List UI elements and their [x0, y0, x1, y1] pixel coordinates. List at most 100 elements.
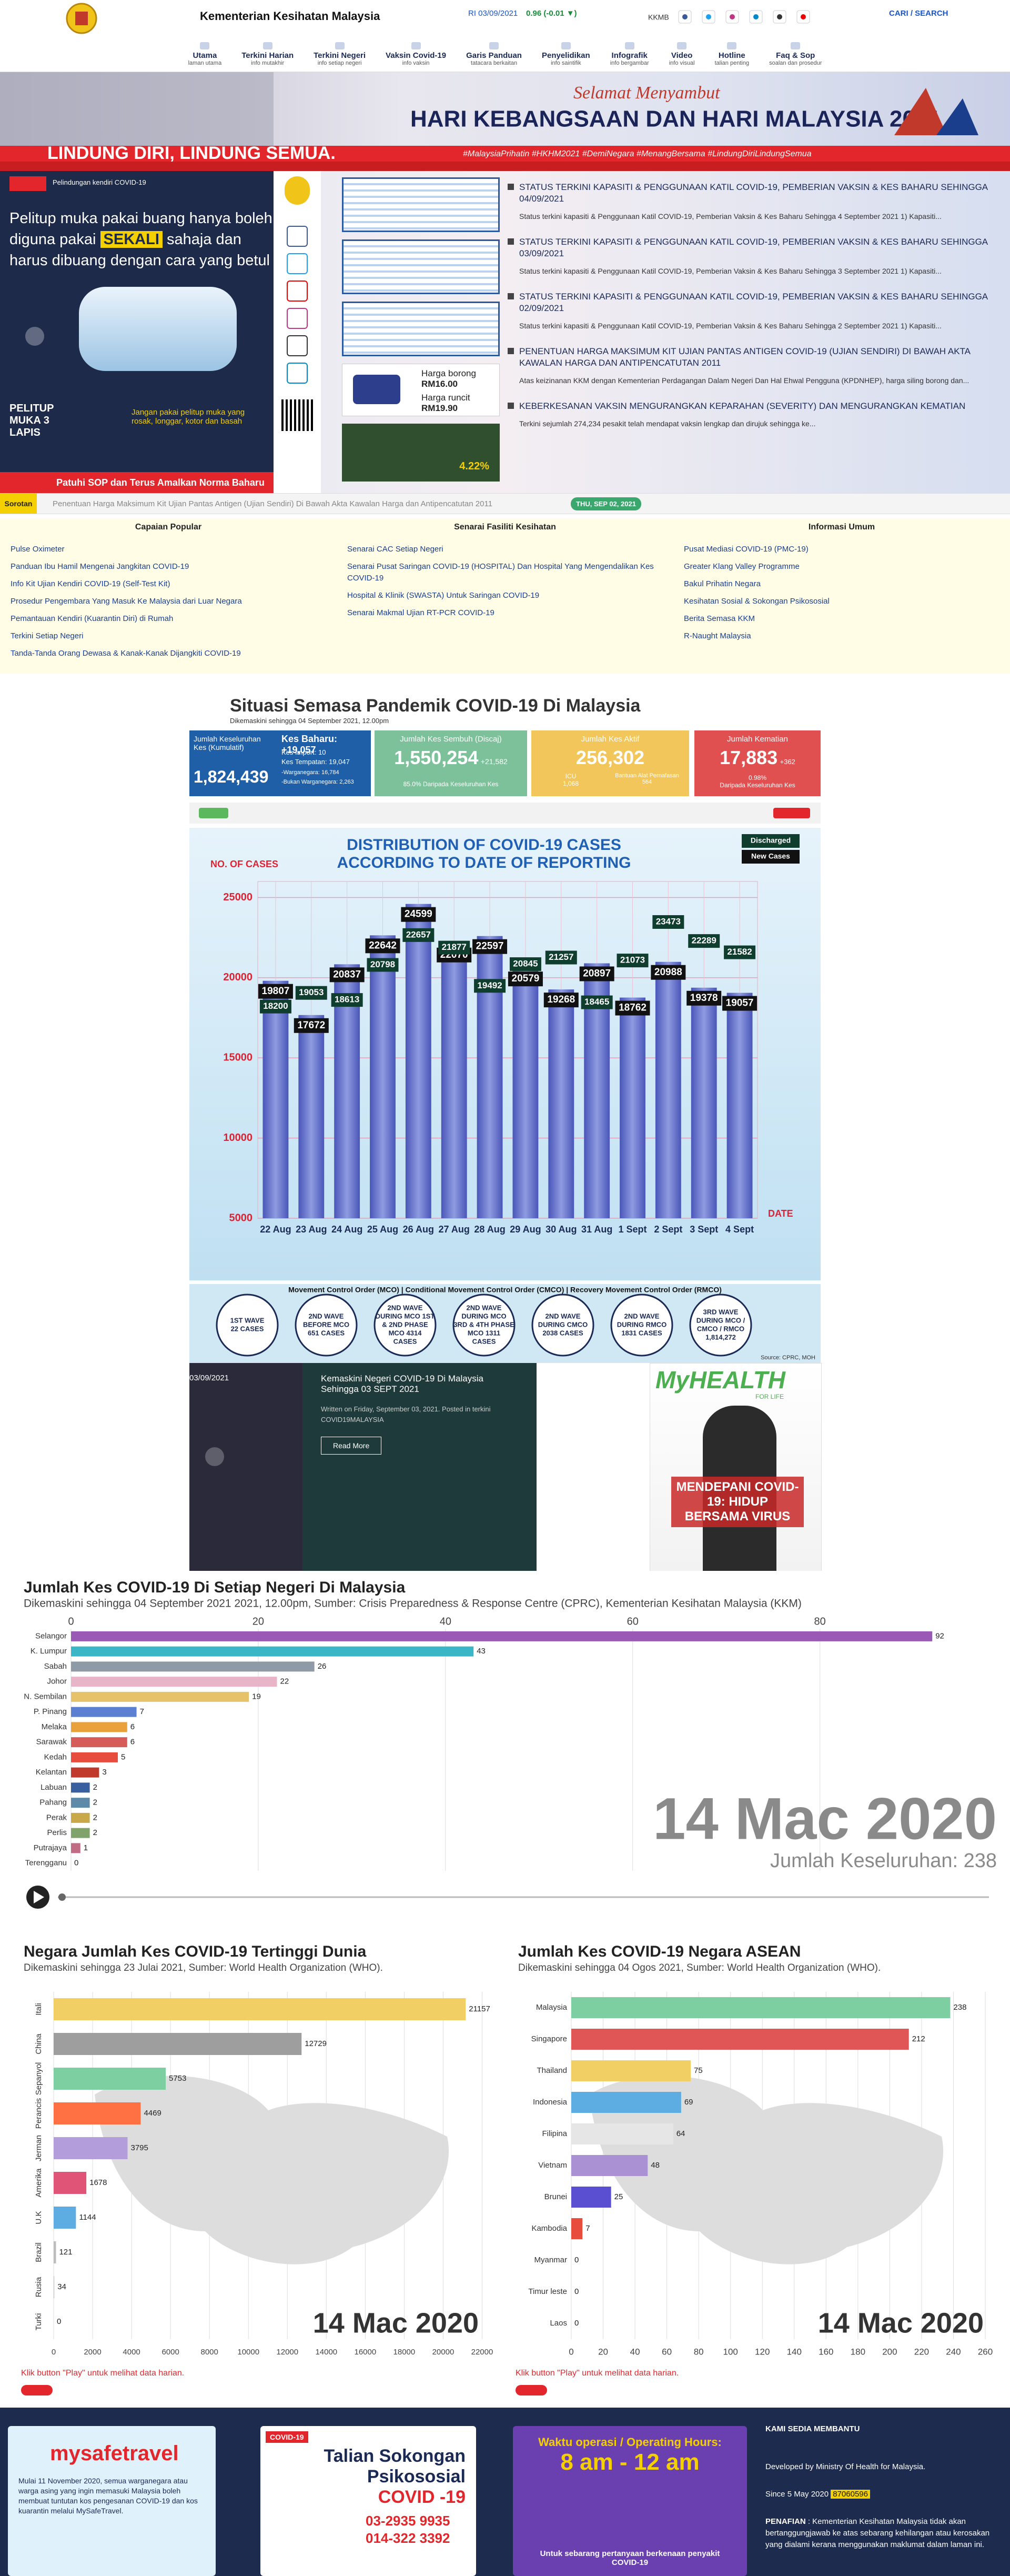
search-link[interactable]: CARI / SEARCH: [889, 9, 948, 18]
link-item[interactable]: Berita Semasa KKM: [684, 614, 755, 623]
bar: [71, 1843, 80, 1853]
discharged-marker: [367, 958, 399, 972]
news-summary: Atas keizinanan KKM dengan Kementerian P…: [519, 376, 969, 385]
sidebar-youtube[interactable]: [287, 280, 308, 302]
link-item[interactable]: Hospital & Klinik (SWASTA) Untuk Saringa…: [347, 591, 540, 600]
psy-card[interactable]: COVID-19 Talian Sokongan Psikososial COV…: [260, 2426, 476, 2576]
play-button[interactable]: [516, 2385, 547, 2395]
ticker-text[interactable]: Penentuan Harga Maksimum Kit Ujian Panta…: [53, 499, 493, 508]
share-button[interactable]: [199, 808, 228, 818]
nav-icon: [262, 42, 272, 49]
link-item[interactable]: Pusat Mediasi COVID-19 (PMC-19): [684, 545, 809, 554]
nav-item[interactable]: Penyelidikan info saintifik: [542, 42, 590, 66]
nav-item[interactable]: Terkini Harian info mutakhir: [241, 42, 294, 66]
link-item[interactable]: Senarai Pusat Saringan COVID-19 (HOSPITA…: [347, 562, 654, 583]
nav-item[interactable]: Terkini Negeri info setiap negeri: [314, 42, 366, 66]
moh-logo[interactable]: [285, 176, 310, 205]
timeline-handle[interactable]: [58, 1893, 66, 1901]
news-item[interactable]: PENENTUAN HARGA MAKSIMUM KIT UJIAN PANTA…: [508, 346, 992, 385]
link-item[interactable]: Kesihatan Sosial & Sokongan Psikososial: [684, 597, 830, 606]
slider-prev[interactable]: [25, 327, 44, 346]
value-label: 6: [130, 1738, 135, 1747]
link-item[interactable]: Greater Klang Valley Programme: [684, 562, 800, 571]
nav-icon: [677, 42, 687, 49]
bar: [71, 1752, 118, 1762]
category-label: Indonesia: [533, 2098, 568, 2107]
sidebar-instagram[interactable]: [287, 308, 308, 329]
kkmb-link[interactable]: KKMB: [648, 13, 669, 22]
updates-tag: COVID19MALAYSIA: [321, 1416, 384, 1424]
disclaimer-label: PENAFIAN: [765, 2517, 806, 2526]
discharged-marker: [581, 995, 613, 1009]
read-more[interactable]: Read More: [321, 1437, 382, 1455]
link-item[interactable]: Senarai CAC Setiap Negeri: [347, 545, 443, 554]
thumb-news-1[interactable]: [342, 177, 500, 232]
chart-subtitle: Dikemaskini sehingga 04 Ogos 2021, Sumbe…: [518, 1962, 881, 1973]
travel-card[interactable]: mysafetravel Mulai 11 November 2020, sem…: [8, 2426, 216, 2576]
nav-item[interactable]: Infografik info bergambar: [610, 42, 649, 66]
link-item[interactable]: Info Kit Ujian Kendiri COVID-19 (Self-Te…: [11, 579, 170, 588]
value-label: 0: [574, 2256, 579, 2264]
covid-badge: [9, 176, 46, 191]
news-item[interactable]: STATUS TERKINI KAPASITI & PENGGUNAAN KAT…: [508, 291, 992, 330]
total-value: 1,824,439: [194, 767, 269, 786]
icu-label: ICU: [565, 773, 577, 780]
bar: [477, 936, 503, 1218]
news-item[interactable]: STATUS TERKINI KAPASITI & PENGGUNAAN KAT…: [508, 182, 992, 220]
sidebar-tiktok[interactable]: [287, 335, 308, 356]
x-tick-label: 1 Sept: [618, 1224, 647, 1235]
infogram-badge[interactable]: [773, 808, 810, 818]
myhealth-card[interactable]: MyHEALTH FOR LIFE MENDEPANI COVID-19: HI…: [650, 1363, 822, 1571]
category-label: Labuan: [41, 1783, 67, 1792]
link-item[interactable]: Pemantauan Kendiri (Kuarantin Diri) di R…: [11, 614, 174, 623]
bar: [71, 1661, 315, 1672]
legend-swatch: [742, 834, 800, 848]
nav-item[interactable]: Faq & Sop soalan dan prosedur: [769, 42, 822, 66]
news-item[interactable]: KEBERKESANAN VAKSIN MENGURANGKAN KEPARAH…: [508, 400, 992, 428]
news-item[interactable]: STATUS TERKINI KAPASITI & PENGGUNAAN KAT…: [508, 236, 992, 275]
bar: [571, 2187, 611, 2208]
nav-item[interactable]: Video info visual: [669, 42, 695, 66]
nav-item[interactable]: Vaksin Covid-19 info vaksin: [386, 42, 446, 66]
main-nav: Utama laman utama Terkini Harian info mutak…: [0, 37, 1010, 72]
updates-prev[interactable]: [205, 1447, 224, 1466]
nav-label: Penyelidikan: [541, 51, 590, 60]
link-item[interactable]: Tanda-Tanda Orang Dewasa & Kanak-Kanak D…: [11, 649, 241, 658]
qr-code[interactable]: [281, 399, 313, 431]
link-item[interactable]: Bakul Prihatin Negara: [684, 579, 761, 588]
nav-item[interactable]: Garis Panduan tatacara berkaitan: [466, 42, 522, 66]
sidebar-twitter[interactable]: [287, 253, 308, 274]
link-item[interactable]: Terkini Setiap Negeri: [11, 632, 84, 640]
link-item[interactable]: Pulse Oximeter: [11, 545, 65, 554]
discharged-label: 18465: [584, 997, 609, 1007]
value-label: 12729: [305, 2039, 327, 2048]
thumb-vaccine[interactable]: 4.22%: [342, 424, 500, 482]
news-title: KEBERKESANAN VAKSIN MENGURANGKAN KEPARAH…: [519, 401, 966, 411]
nav-item[interactable]: Hotline talian penting: [715, 42, 749, 66]
asean-chart: Jumlah Kes COVID-19 Negara ASEAN Dikemask…: [516, 1943, 993, 2395]
new-cases: Kes Baharu: +19,057: [281, 734, 338, 755]
thumb-news-3[interactable]: [342, 302, 500, 356]
nav-item[interactable]: Utama laman utama: [188, 42, 221, 66]
link-item[interactable]: R-Naught Malaysia: [684, 632, 751, 640]
thumb-news-2[interactable]: [342, 239, 500, 294]
discharged-marker: [652, 915, 684, 929]
sidebar-telegram[interactable]: [287, 363, 308, 384]
header: Kementerian Kesihatan Malaysia RI 03/09/…: [0, 0, 1010, 37]
phase-text: 2038 CASES: [542, 1329, 583, 1337]
link-item[interactable]: Prosedur Pengembara Yang Masuk Ke Malays…: [11, 597, 242, 606]
link-item[interactable]: Panduan Ibu Hamil Mengenai Jangkitan COV…: [11, 562, 189, 571]
play-button[interactable]: [21, 2385, 53, 2395]
link-item[interactable]: Senarai Makmal Ujian RT-PCR COVID-19: [347, 608, 494, 617]
thumb-price[interactable]: Harga borong RM16.00 Harga runcit RM19.9…: [342, 364, 500, 416]
value-label: 238: [953, 2003, 966, 2012]
world-chart: Negara Jumlah Kes COVID-19 Tertinggi Dun…: [21, 1943, 493, 2395]
link-heading: Capaian Popular: [135, 523, 202, 532]
sidebar-facebook[interactable]: [287, 226, 308, 247]
x-tick-label: 40: [440, 1616, 451, 1627]
hours-card[interactable]: Waktu operasi / Operating Hours: 8 am - …: [513, 2426, 747, 2576]
phase-text: BEFORE MCO: [303, 1320, 349, 1328]
value-label: 5753: [169, 2074, 186, 2083]
x-tick-label: 20000: [432, 2348, 454, 2357]
category-label: Thailand: [537, 2066, 567, 2075]
